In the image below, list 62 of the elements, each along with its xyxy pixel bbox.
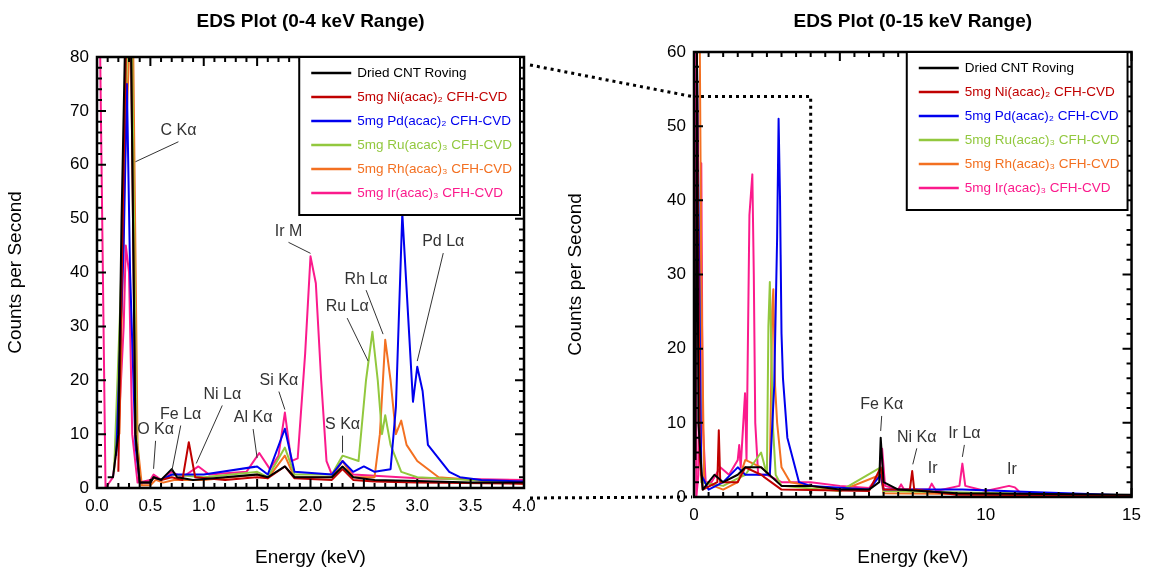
x-tick-label: 0 <box>689 504 699 524</box>
x-tick-label: 15 <box>1122 504 1142 524</box>
legend-label: 5mg Rh(acac)₃ CFH-CVD <box>357 160 513 176</box>
y-tick-label: 0 <box>79 477 89 497</box>
y-tick-label: 50 <box>70 208 89 228</box>
annotation: Ni Lα <box>203 384 242 402</box>
y-tick-label: 20 <box>70 369 89 389</box>
y-tick-label: 40 <box>70 262 89 282</box>
y-tick-label: 40 <box>667 190 686 210</box>
annotation: S Kα <box>325 415 361 433</box>
legend-label: Dried CNT Roving <box>357 64 467 80</box>
y-tick-label: 10 <box>70 423 89 443</box>
annotation: Ni Kα <box>897 427 937 445</box>
annotation: Al Kα <box>233 408 273 426</box>
x-tick-label: 2.5 <box>352 495 376 515</box>
annotation: Ir <box>1007 460 1018 478</box>
y-tick-label: 60 <box>70 154 89 174</box>
x-tick-label: 0.0 <box>85 495 109 515</box>
y-tick-label: 80 <box>70 46 89 66</box>
legend-label: 5mg Ni(acac)₂ CFH-CVD <box>357 88 508 104</box>
legend-label: 5mg Ir(acac)₃ CFH-CVD <box>357 184 504 200</box>
legend-label: 5mg Pd(acac)₂ CFH-CVD <box>357 112 512 128</box>
annotation: Rh Lα <box>344 269 388 287</box>
y-axis-title: Counts per Second <box>3 191 25 354</box>
legend-label: 5mg Ni(acac)₂ CFH-CVD <box>964 83 1116 99</box>
annotation: O Kα <box>137 420 174 438</box>
annotation: Ru Lα <box>325 297 369 315</box>
y-tick-label: 30 <box>70 316 89 336</box>
annotation: Ir Lα <box>948 424 981 442</box>
chart-title: EDS Plot (0-4 keV Range) <box>196 10 425 32</box>
x-tick-label: 1.0 <box>191 495 216 515</box>
y-tick-label: 10 <box>667 412 686 432</box>
annotation: Ir <box>927 459 939 477</box>
y-axis-title: Counts per Second <box>563 193 585 356</box>
x-axis-title: Energy (keV) <box>857 545 969 567</box>
x-tick-label: 3.5 <box>458 495 483 515</box>
y-tick-label: 70 <box>70 100 89 120</box>
annotation: Fe Kα <box>860 395 904 413</box>
x-tick-label: 1.5 <box>245 495 269 515</box>
chart-title: EDS Plot (0-15 keV Range) <box>793 10 1033 32</box>
x-tick-label: 0.5 <box>138 495 163 515</box>
x-axis-title: Energy (keV) <box>255 545 366 567</box>
y-tick-label: 20 <box>667 338 686 358</box>
x-tick-label: 4.0 <box>512 495 536 515</box>
legend-label: Dried CNT Roving <box>964 59 1075 75</box>
y-tick-label: 30 <box>667 264 686 284</box>
legend-label: 5mg Ru(acac)₃ CFH-CVD <box>964 131 1120 147</box>
annotation: Si Kα <box>259 370 299 388</box>
y-tick-label: 60 <box>667 41 686 61</box>
x-tick-label: 5 <box>835 504 845 524</box>
x-tick-label: 2.0 <box>298 495 323 515</box>
y-tick-label: 50 <box>667 115 686 135</box>
legend-label: 5mg Pd(acac)₂ CFH-CVD <box>964 107 1119 123</box>
annotation: Fe Lα <box>160 404 202 422</box>
x-tick-label: 3.0 <box>405 495 430 515</box>
legend-label: 5mg Rh(acac)₃ CFH-CVD <box>964 155 1120 171</box>
annotation: Pd Lα <box>422 232 465 250</box>
legend-label: 5mg Ru(acac)₃ CFH-CVD <box>357 136 513 152</box>
annotation: C Kα <box>160 121 197 139</box>
x-tick-label: 10 <box>976 504 996 524</box>
annotation: Ir M <box>274 221 303 239</box>
legend-label: 5mg Ir(acac)₃ CFH-CVD <box>964 179 1111 195</box>
